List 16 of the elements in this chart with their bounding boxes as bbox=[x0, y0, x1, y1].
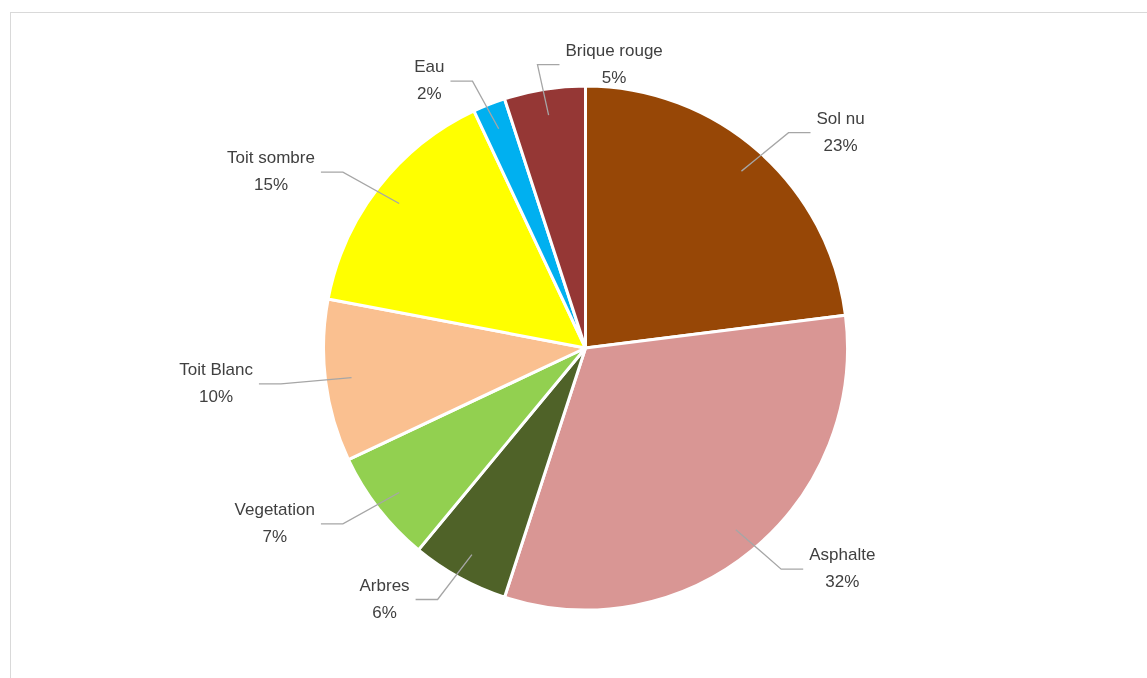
data-label: 15% bbox=[253, 175, 289, 195]
slice-label: Toit Blanc bbox=[179, 360, 254, 380]
data-label: 7% bbox=[262, 527, 288, 547]
data-label: 2% bbox=[417, 84, 442, 104]
slice-label: Arbres bbox=[359, 575, 410, 595]
data-label: 10% bbox=[199, 387, 234, 407]
slice-label: Toit sombre bbox=[227, 148, 315, 168]
slice-label: Eau bbox=[414, 57, 445, 77]
slice-label: Asphalte bbox=[809, 545, 876, 565]
data-label: 5% bbox=[601, 67, 627, 87]
slice-label: Sol nu bbox=[816, 108, 865, 128]
slice-label: Brique rouge bbox=[565, 40, 663, 60]
data-label: 6% bbox=[372, 602, 397, 622]
slice-label: Vegetation bbox=[234, 500, 315, 520]
data-label: 23% bbox=[823, 135, 858, 155]
data-label: 32% bbox=[825, 572, 860, 592]
